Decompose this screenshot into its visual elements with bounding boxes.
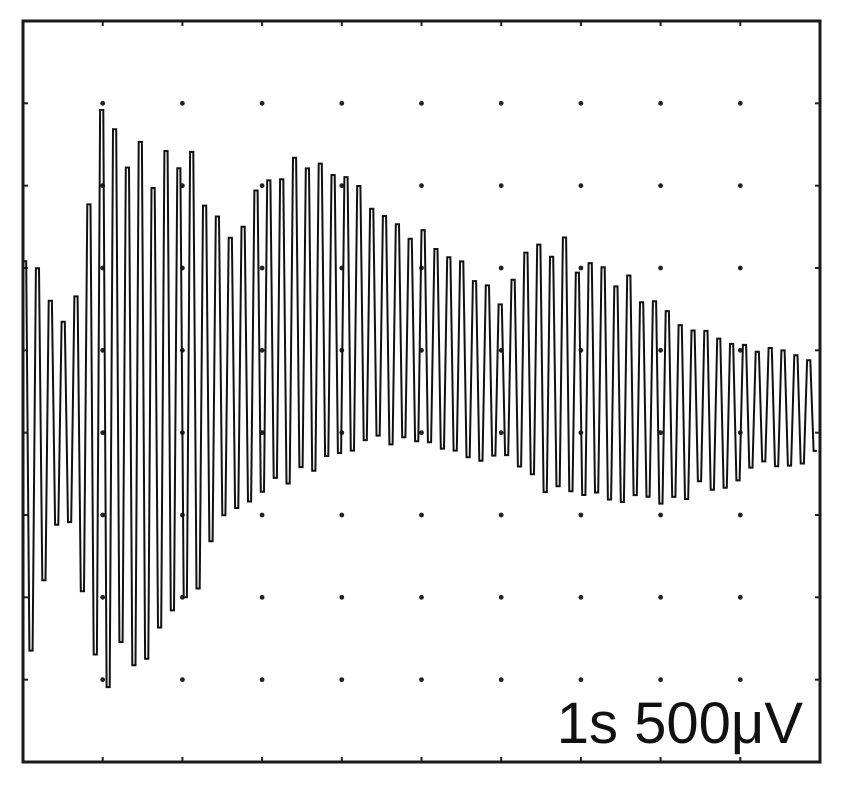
grid-dot bbox=[419, 100, 424, 106]
grid-dot bbox=[100, 512, 106, 518]
grid-dot bbox=[100, 594, 106, 600]
signal-trace bbox=[23, 109, 817, 689]
grid-dot bbox=[658, 347, 663, 353]
grid-dot bbox=[180, 100, 185, 106]
grid-dot bbox=[578, 100, 584, 106]
grid-dot bbox=[658, 512, 663, 518]
grid-dot bbox=[498, 512, 504, 518]
grid-dot bbox=[498, 594, 504, 600]
grid-dot bbox=[737, 265, 743, 271]
grid-dot bbox=[419, 183, 424, 189]
grid-dot bbox=[100, 100, 106, 106]
grid-dot bbox=[419, 677, 424, 683]
grid-dot bbox=[339, 677, 345, 683]
grid-dot bbox=[259, 265, 265, 271]
grid-dot bbox=[498, 265, 504, 271]
grid-dot bbox=[578, 183, 584, 189]
grid-dot bbox=[737, 594, 743, 600]
grid-dot bbox=[100, 677, 106, 683]
grid-dot bbox=[498, 100, 504, 106]
grid-dot bbox=[259, 183, 265, 189]
grid-dot bbox=[259, 677, 265, 683]
plot-frame bbox=[21, 19, 822, 764]
grid-dot bbox=[180, 677, 185, 683]
grid-dot bbox=[578, 265, 584, 271]
grid-dot bbox=[658, 677, 663, 683]
trace-layer bbox=[23, 109, 817, 689]
grid-dot bbox=[259, 594, 265, 600]
grid-dot bbox=[737, 677, 743, 683]
grid-dot bbox=[339, 512, 345, 518]
grid-dot bbox=[419, 512, 424, 518]
grid-dot bbox=[578, 512, 584, 518]
grid-dot bbox=[658, 183, 663, 189]
grid-dot bbox=[737, 100, 743, 106]
grid-dot bbox=[259, 100, 265, 106]
grid-dot bbox=[658, 265, 663, 271]
grid-dot bbox=[259, 347, 265, 353]
grid-dot bbox=[737, 512, 743, 518]
grid-dot bbox=[658, 594, 663, 600]
grid-dot bbox=[419, 430, 424, 436]
grid-dot bbox=[100, 430, 106, 436]
grid-dot bbox=[498, 677, 504, 683]
grid-dot bbox=[259, 512, 265, 518]
grid-dot bbox=[658, 100, 663, 106]
grid-dot bbox=[339, 100, 345, 106]
grid-dot bbox=[578, 594, 584, 600]
grid-dot bbox=[658, 430, 663, 436]
grid-dot bbox=[498, 183, 504, 189]
grid-dot bbox=[419, 594, 424, 600]
grid-dot bbox=[498, 430, 504, 436]
grid-dot bbox=[339, 594, 345, 600]
scale-annotation: 1s 500μV bbox=[557, 691, 804, 756]
grid-dot bbox=[339, 183, 345, 189]
grid-dot bbox=[737, 347, 743, 353]
grid-dot bbox=[737, 183, 743, 189]
grid-dot bbox=[578, 677, 584, 683]
